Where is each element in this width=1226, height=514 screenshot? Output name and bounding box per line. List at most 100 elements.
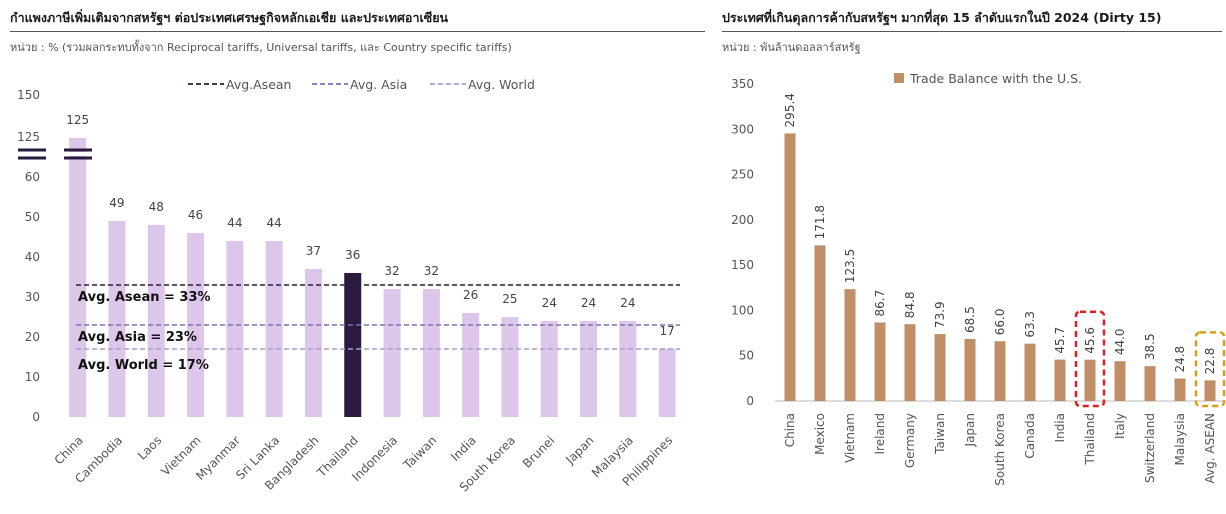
data-label: 49 (109, 196, 124, 210)
legend-label: Avg.Asean (226, 77, 291, 92)
legend-label: Avg. Asia (350, 77, 407, 92)
data-label: 22.8 (1203, 348, 1217, 375)
bar-indonesia (383, 289, 401, 417)
y-tick-label: 60 (25, 170, 40, 184)
bar-vietnam (844, 289, 856, 401)
y-tick-label: 50 (739, 349, 754, 363)
bar-malaysia (1174, 378, 1186, 401)
y-tick-label: 250 (731, 168, 754, 182)
data-label: 24 (542, 296, 557, 310)
x-tick-label: Laos (135, 433, 164, 462)
x-tick-label: Ireland (873, 413, 887, 455)
data-label: 45.7 (1053, 327, 1067, 354)
x-tick-label: Malaysia (1173, 413, 1187, 465)
bar-philippines (658, 349, 676, 417)
data-label: 84.8 (903, 291, 917, 318)
reference-line-label: Avg. Asia = 23% (78, 330, 197, 345)
bar-south-korea (501, 317, 519, 417)
bar-bangladesh (304, 269, 322, 417)
x-tick-label: Taiwan (400, 433, 439, 472)
bar-switzerland (1144, 366, 1156, 401)
y-tick-label: 200 (731, 213, 754, 227)
bar-taiwan (934, 334, 946, 401)
y-tick-label: 150 (17, 88, 40, 102)
left-chart-panel: กำแพงภาษีเพิ่มเติมจากสหรัฐฯ ต่อประเทศเศร… (10, 10, 705, 495)
x-tick-label: China (52, 433, 86, 467)
x-tick-label: Japan (963, 413, 977, 447)
y-tick-label: 0 (32, 410, 40, 424)
bar-thailand (1084, 359, 1096, 401)
legend-swatch (894, 73, 904, 83)
bar-taiwan (422, 289, 440, 417)
x-tick-label: India (1053, 413, 1067, 442)
x-tick-label: China (783, 413, 797, 447)
highlight-box-thailand (1074, 310, 1106, 408)
data-label: 125 (66, 113, 89, 127)
x-tick-label: Switzerland (1143, 413, 1157, 483)
axis-break-gap (64, 152, 92, 156)
right-chart-panel: ประเทศที่เกินดุลการค้ากับสหรัฐฯ มากที่สุ… (716, 0, 1226, 514)
data-label: 46 (188, 208, 203, 222)
y-tick-label: 20 (25, 330, 40, 344)
x-tick-label: Mexico (813, 413, 827, 455)
data-label: 24 (581, 296, 596, 310)
x-tick-label: Brunei (520, 433, 558, 471)
data-label: 171.8 (813, 205, 827, 239)
data-label: 44 (227, 216, 242, 230)
reference-line-label: Avg. Asean = 33% (78, 290, 211, 305)
legend-label: Trade Balance with the U.S. (909, 71, 1082, 86)
data-label: 17 (660, 324, 675, 338)
bar-italy (1114, 361, 1126, 401)
x-tick-label: India (448, 433, 479, 464)
right-bar-chart: 0 50 100 150 200 250 300 350 Trade Balance with … (731, 71, 1226, 486)
y-tick-label: 30 (25, 290, 40, 304)
data-label: 36 (345, 248, 360, 262)
left-chart-title: กำแพงภาษีเพิ่มเติมจากสหรัฐฯ ต่อประเทศเศร… (10, 10, 449, 25)
bar-canada (1024, 343, 1036, 401)
bar-china (69, 138, 87, 417)
data-label: 63.3 (1023, 311, 1037, 338)
data-label: 37 (306, 244, 321, 258)
bar-malaysia (619, 321, 637, 417)
x-tick-label: Italy (1113, 413, 1127, 439)
data-label: 32 (384, 264, 399, 278)
bar-brunei (540, 321, 558, 417)
data-label: 48 (149, 200, 164, 214)
bar-myanmar (226, 241, 244, 417)
bar-vietnam (187, 233, 205, 417)
bar-japan (964, 338, 976, 401)
bar-avg-asean (1204, 380, 1216, 401)
y-tick-label: 300 (731, 122, 754, 136)
x-tick-label: Avg. ASEAN (1203, 413, 1217, 483)
left-title-divider (10, 31, 705, 32)
bar-sri-lanka (265, 241, 283, 417)
x-tick-label: South Korea (993, 413, 1007, 486)
reference-line-label: Avg. World = 17% (78, 358, 209, 373)
data-label: 123.5 (843, 249, 857, 283)
y-tick-label: 10 (25, 370, 40, 384)
bar-india (462, 313, 480, 417)
data-label: 44.0 (1113, 328, 1127, 355)
bar-mexico (814, 245, 826, 401)
x-tick-label: Canada (1023, 413, 1037, 459)
y-tick-label: 350 (731, 77, 754, 91)
data-label: 44 (267, 216, 282, 230)
data-label: 45.6 (1083, 327, 1097, 354)
x-tick-label: Japan (562, 433, 596, 467)
x-tick-label: Vietnam (843, 413, 857, 463)
data-label: 24 (620, 296, 635, 310)
data-label: 26 (463, 288, 478, 302)
y-tick-label: 40 (25, 250, 40, 264)
data-label: 86.7 (873, 290, 887, 317)
data-label: 295.4 (783, 93, 797, 127)
y-tick-label: 0 (746, 394, 754, 408)
right-title-divider (722, 31, 1222, 32)
y-tick-label: 100 (731, 303, 754, 317)
bar-ireland (874, 322, 886, 401)
bar-thailand (344, 273, 362, 417)
data-label: 32 (424, 264, 439, 278)
right-chart-title: ประเทศที่เกินดุลการค้ากับสหรัฐฯ มากที่สุ… (722, 10, 1162, 25)
data-label: 73.9 (933, 301, 947, 328)
bar-japan (580, 321, 598, 417)
data-label: 24.8 (1173, 346, 1187, 373)
